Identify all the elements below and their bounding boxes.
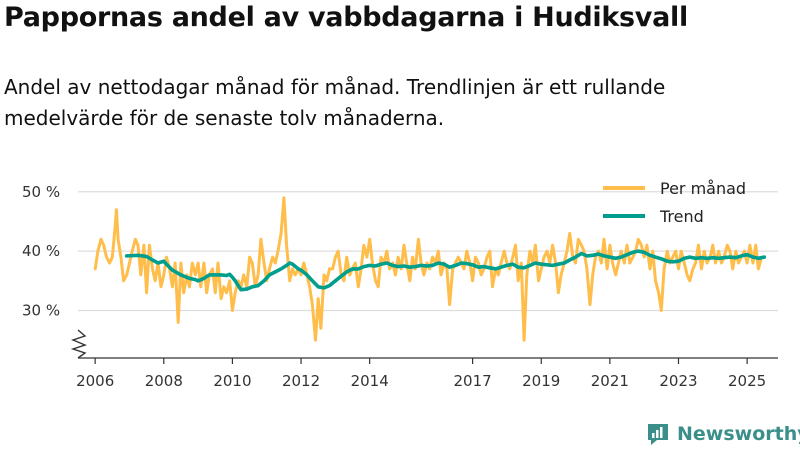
- x-tick-label: 2010: [213, 372, 251, 390]
- x-tick-label: 2012: [282, 372, 320, 390]
- legend: Per månad Trend: [603, 179, 746, 226]
- brand-name: Newsworthy: [677, 423, 800, 445]
- x-tick-label: 2017: [454, 372, 492, 390]
- legend-label-per-manad: Per månad: [660, 179, 746, 198]
- axis-break-icon: [70, 329, 87, 359]
- x-tick-label: 2023: [659, 372, 697, 390]
- brand-logo: Newsworthy: [645, 420, 800, 448]
- y-tick-label: 50 %: [22, 183, 60, 201]
- series-lines: [93, 196, 767, 342]
- x-tick-label: 2008: [145, 372, 183, 390]
- page-title: Pappornas andel av vabbdagarna i Hudiksv…: [4, 2, 688, 33]
- x-tick-label: 2006: [76, 372, 114, 390]
- y-axis-labels: 30 % 40 % 50 %: [22, 183, 60, 320]
- x-tick-label: 2025: [728, 372, 766, 390]
- y-tick-label: 30 %: [22, 302, 60, 320]
- x-tick-label: 2021: [591, 372, 629, 390]
- x-axis: 2006 2008 2010 2012 2014 2017 2019 2021 2023 2025: [70, 329, 778, 390]
- y-tick-label: 40 %: [22, 242, 60, 260]
- series-line-trend: [124, 249, 767, 292]
- x-tick-label: 2014: [351, 372, 389, 390]
- chart-subtitle: Andel av nettodagar månad för månad. Tre…: [4, 75, 666, 130]
- x-tick-label: 2019: [522, 372, 560, 390]
- legend-label-trend: Trend: [659, 207, 704, 226]
- newsworthy-logo-icon: [648, 424, 668, 445]
